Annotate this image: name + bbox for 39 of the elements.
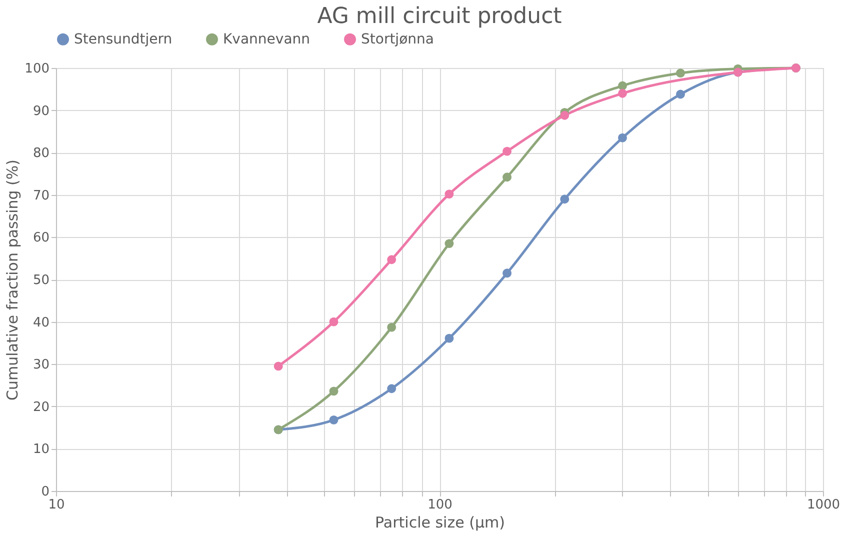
point (387, 322, 396, 332)
point (676, 68, 685, 78)
point (329, 386, 338, 396)
point (560, 194, 570, 204)
y-tick-label: 100 (24, 62, 50, 76)
point (329, 415, 338, 424)
point (444, 190, 454, 199)
point (676, 90, 685, 99)
point (387, 384, 396, 394)
y-tick-label: 40 (32, 315, 50, 330)
y-tick-label: 50 (32, 273, 50, 288)
point (618, 88, 627, 98)
x-tick-label: 1000 (806, 498, 840, 512)
y-tick-label: 20 (32, 400, 50, 415)
point (502, 146, 512, 156)
y-tick-label: 10 (32, 442, 50, 458)
point (444, 239, 454, 248)
point (560, 110, 570, 120)
legend-label: Stortjønna (361, 31, 434, 48)
y-tick-label: 30 (32, 358, 50, 373)
y-tick-label: 80 (32, 146, 50, 162)
y-tick-label: 60 (32, 230, 50, 246)
x-axis-title: Particle size (μm) (375, 514, 505, 532)
point (444, 334, 454, 343)
point (502, 172, 512, 182)
point (618, 133, 627, 142)
point (387, 255, 396, 264)
legend-label: Kvannevann (223, 31, 310, 48)
point (618, 81, 627, 90)
y-axis-title: Cumulative fraction passing (%) (4, 159, 22, 401)
legend-label: Stensundtjern (74, 31, 172, 48)
y-tick-label: 70 (32, 188, 50, 204)
point (329, 317, 338, 326)
y-tick-label: 0 (41, 484, 50, 500)
chart-title: AG mill circuit product (317, 4, 562, 29)
point (502, 268, 512, 278)
x-tick-label: 100 (428, 498, 452, 512)
y-tick-label: 90 (32, 104, 50, 119)
x-tick-label: 10 (48, 498, 65, 512)
